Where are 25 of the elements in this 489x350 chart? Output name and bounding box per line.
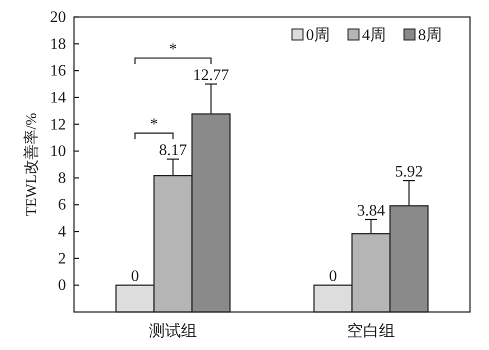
y-tick-label: 8: [58, 170, 66, 187]
y-tick-label: 10: [50, 143, 66, 160]
y-tick-label: 12: [50, 116, 66, 134]
y-tick-label: 18: [50, 36, 66, 53]
data-label: 5.92: [395, 164, 423, 181]
y-tick-label: 6: [58, 196, 66, 214]
legend-label: 0周: [306, 27, 330, 44]
legend-label: 8周: [418, 27, 442, 44]
annotation: *: [150, 116, 158, 134]
data-label: 0: [131, 268, 139, 286]
annotation: *: [169, 41, 177, 58]
data-label: 0: [329, 268, 337, 286]
x-tick-label: 空白组: [347, 322, 395, 340]
y-tick-label: 4: [58, 224, 66, 241]
y-tick-label: 20: [50, 9, 66, 26]
x-tick-label: 测试组: [149, 322, 197, 340]
data-label: 12.77: [193, 67, 229, 84]
y-tick-label: 0: [58, 277, 66, 294]
data-label: 8.17: [159, 142, 187, 160]
legend-label: 4周: [362, 27, 386, 44]
y-tick-label: 14: [50, 89, 66, 106]
y-axis-title: TEWL改善率/%: [23, 112, 40, 216]
y-tick-label: 16: [50, 62, 66, 80]
y-tick-label: 2: [58, 250, 66, 268]
data-label: 3.84: [357, 202, 385, 220]
